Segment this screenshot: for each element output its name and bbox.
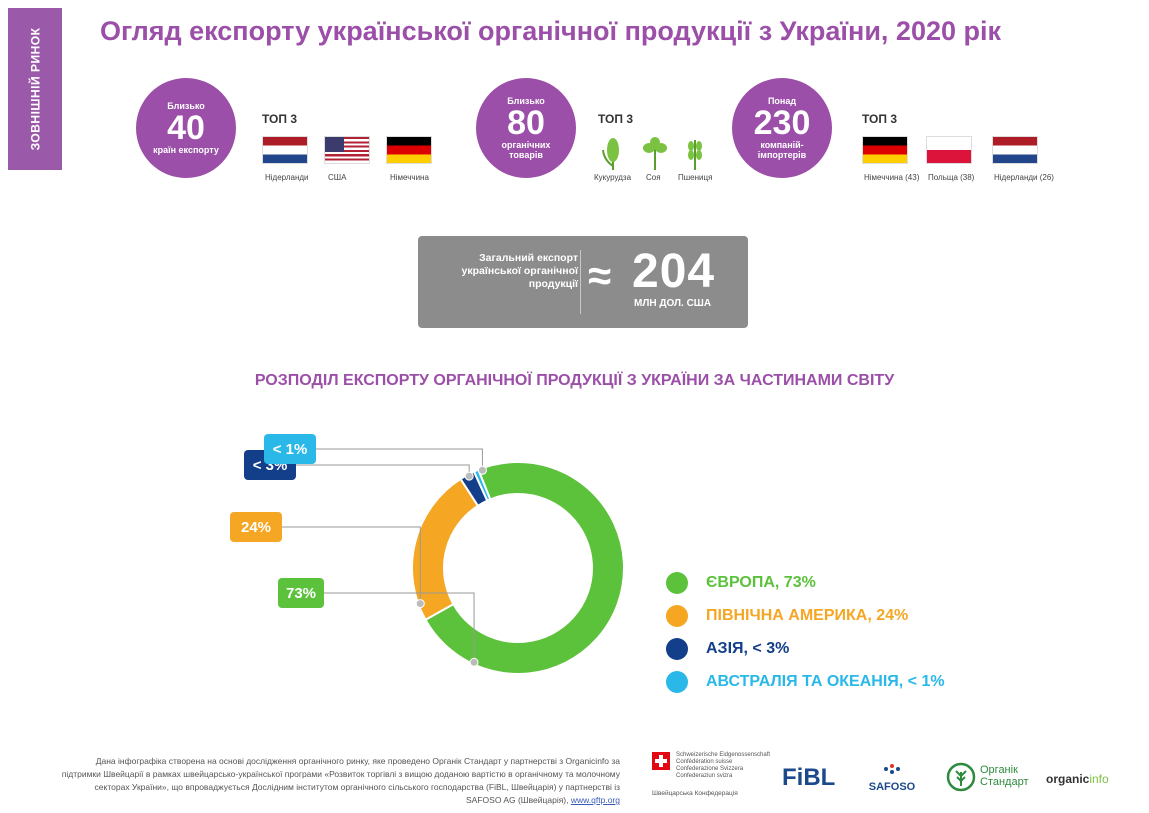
legend-label: ПІВНІЧНА АМЕРИКА, 24% <box>706 606 909 624</box>
organic-standard-line: Стандарт <box>980 776 1029 788</box>
legend-item: ПІВНІЧНА АМЕРИКА, 24% <box>666 599 945 632</box>
legend-dot <box>666 604 688 627</box>
product-label: Пшениця <box>678 173 713 182</box>
safoso-dots-icon <box>884 764 900 774</box>
stat-number: 80 <box>507 104 545 142</box>
donut-slice <box>411 477 480 622</box>
stat-post: органічних товарів <box>501 140 551 160</box>
usa-flag-icon <box>324 136 370 164</box>
stat-post: країн експорту <box>153 145 219 155</box>
top3-label-countries: ТОП 3 <box>262 112 297 126</box>
legend-label: АВСТРАЛІЯ ТА ОКЕАНІЯ, < 1% <box>706 672 945 690</box>
country-label: Нідерланди <box>265 173 309 182</box>
chart-title: РОЗПОДІЛ ЕКСПОРТУ ОРГАНІЧНОЇ ПРОДУКЦІЇ З… <box>254 372 895 389</box>
country-label: Німеччина <box>390 173 429 182</box>
approx-sign: ≈ <box>588 252 612 299</box>
legend-label: ЄВРОПА, 73% <box>706 573 816 591</box>
corn-icon <box>602 138 619 170</box>
total-unit: МЛН ДОЛ. США <box>634 298 712 309</box>
safoso-logo: SAFOSO <box>864 762 920 793</box>
swiss-line: Confederaziun svizra <box>676 773 733 779</box>
organicinfo-logo: organicinfo <box>1046 772 1109 786</box>
germany-flag-icon <box>386 136 432 164</box>
fibl-logo: FiBL <box>782 764 836 791</box>
poland-flag-icon <box>926 136 972 164</box>
safoso-text: SAFOSO <box>868 781 916 793</box>
netherlands-flag-icon <box>992 136 1038 164</box>
germany-flag-icon <box>862 136 908 164</box>
stat-circle-products: Близько 80 органічних товарів <box>476 78 576 178</box>
chart-legend: ЄВРОПА, 73% ПІВНІЧНА АМЕРИКА, 24% АЗІЯ, < … <box>666 566 945 698</box>
wheat-icon <box>688 140 702 170</box>
organicinfo-right: info <box>1089 772 1109 786</box>
page-title: Огляд експорту української органічної пр… <box>100 16 1002 46</box>
leader-line <box>324 592 475 663</box>
importer-label: Польща (38) <box>928 173 975 182</box>
slice-value-label: < 1% <box>264 434 316 464</box>
leader-dot <box>469 657 479 667</box>
swiss-line: Confédération suisse <box>676 759 733 765</box>
product-label: Соя <box>646 173 661 182</box>
country-label: США <box>328 173 347 182</box>
legend-label: АЗІЯ, < 3% <box>706 639 790 657</box>
stat-pre: Близько <box>507 96 545 106</box>
stat-circle-countries: Близько 40 країн експорту <box>136 78 236 178</box>
organic-standard-icon <box>946 762 976 792</box>
total-divider <box>580 250 581 314</box>
netherlands-flag-icon <box>262 136 308 164</box>
product-label: Кукурудза <box>594 173 632 182</box>
donut-slices <box>411 461 625 675</box>
top3-label-products: ТОП 3 <box>598 112 633 126</box>
stat-circle-importers: Понад 230 компаній-імпортерів <box>732 78 832 178</box>
leader-line <box>282 526 421 604</box>
swiss-flag-icon <box>652 752 670 770</box>
stat-pre: Близько <box>167 101 205 111</box>
legend-dot <box>666 571 688 594</box>
donut-leaders <box>282 448 487 667</box>
stat-number: 230 <box>753 104 811 142</box>
slice-value-label: 24% <box>230 512 282 542</box>
swiss-line: Confederazione Svizzera <box>676 766 744 772</box>
swiss-lines: Schweizerische Eidgenossenschaft Confédé… <box>676 752 770 780</box>
donut-chart <box>282 448 625 675</box>
stat-pre: Понад <box>767 96 797 106</box>
total-export-box: Загальний експорт української органічної… <box>418 236 748 328</box>
organic-standard-line: Органік <box>980 764 1018 776</box>
importer-label: Нідерланди (26) <box>994 173 1054 182</box>
leader-line <box>296 464 470 477</box>
soy-icon <box>643 137 667 170</box>
swiss-sub: Швейцарська Конфедерація <box>652 790 738 797</box>
top3-label-importers: ТОП 3 <box>862 112 897 126</box>
swiss-line: Schweizerische Eidgenossenschaft <box>676 752 771 758</box>
legend-item: ЄВРОПА, 73% <box>666 566 945 599</box>
side-tab: ЗОВНІШНІЙ РИНОК <box>8 8 62 170</box>
footer-body: Дана інфографіка створена на основі досл… <box>61 756 620 805</box>
organic-standard-text: Органік Стандарт <box>980 764 1029 788</box>
legend-item: АВСТРАЛІЯ ТА ОКЕАНІЯ, < 1% <box>666 665 945 698</box>
side-tab-label: ЗОВНІШНІЙ РИНОК <box>28 27 42 151</box>
donut-slice <box>472 468 492 502</box>
footer-link[interactable]: www.qftp.org <box>570 795 620 805</box>
footer-text: Дана інфографіка створена на основі досл… <box>60 755 620 807</box>
legend-dot <box>666 670 688 693</box>
legend-item: АЗІЯ, < 3% <box>666 632 945 665</box>
leader-dot <box>415 599 425 609</box>
total-label: Загальний експорт української органічної… <box>461 252 578 290</box>
leader-dot <box>477 465 487 475</box>
slice-value-label: 73% <box>278 578 324 608</box>
organicinfo-left: organic <box>1046 772 1090 786</box>
leader-line <box>316 448 483 471</box>
stat-number: 40 <box>167 109 205 147</box>
importer-label: Німеччина (43) <box>864 173 920 182</box>
total-value: 204 <box>632 245 716 298</box>
stat-post: компаній-імпортерів <box>757 140 807 160</box>
donut-slice <box>424 461 625 675</box>
legend-dot <box>666 637 688 660</box>
leader-dot <box>464 471 474 481</box>
